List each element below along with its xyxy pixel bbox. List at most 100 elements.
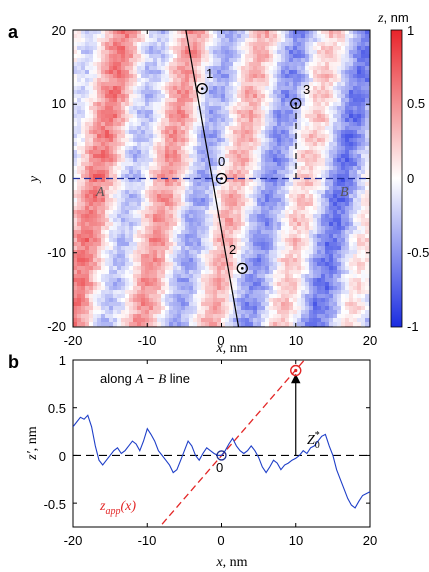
heatmap-cell bbox=[257, 218, 261, 222]
heatmap-cell bbox=[213, 198, 217, 202]
heatmap-cell bbox=[161, 102, 165, 106]
heatmap-cell bbox=[317, 70, 321, 74]
heatmap-cell bbox=[293, 286, 297, 290]
heatmap-cell bbox=[365, 258, 369, 262]
heatmap-cell bbox=[241, 102, 245, 106]
heatmap-cell bbox=[125, 62, 129, 66]
heatmap-cell bbox=[261, 130, 265, 134]
heatmap-cell bbox=[345, 234, 349, 238]
heatmap-cell bbox=[177, 126, 181, 130]
heatmap-cell bbox=[317, 198, 321, 202]
heatmap-cell bbox=[349, 238, 353, 242]
heatmap-cell bbox=[149, 186, 153, 190]
heatmap-cell bbox=[129, 122, 133, 126]
heatmap-cell bbox=[169, 122, 173, 126]
heatmap-cell bbox=[73, 286, 77, 290]
heatmap-cell bbox=[305, 242, 309, 246]
heatmap-cell bbox=[101, 106, 105, 110]
heatmap-cell bbox=[133, 194, 137, 198]
heatmap-cell bbox=[333, 42, 337, 46]
heatmap-cell bbox=[169, 222, 173, 226]
heatmap-cell bbox=[89, 62, 93, 66]
heatmap-cell bbox=[177, 210, 181, 214]
heatmap-cell bbox=[133, 42, 137, 46]
heatmap-cell bbox=[213, 46, 217, 50]
heatmap-cell bbox=[153, 166, 157, 170]
heatmap-cell bbox=[209, 114, 213, 118]
heatmap-cell bbox=[145, 206, 149, 210]
heatmap-cell bbox=[325, 266, 329, 270]
heatmap-cell bbox=[85, 162, 89, 166]
heatmap-cell bbox=[241, 246, 245, 250]
heatmap-cell bbox=[281, 262, 285, 266]
heatmap-cell bbox=[285, 138, 289, 142]
heatmap-cell bbox=[165, 190, 169, 194]
heatmap-cell bbox=[237, 82, 241, 86]
heatmap-cell bbox=[289, 118, 293, 122]
heatmap-cell bbox=[213, 142, 217, 146]
heatmap-cell bbox=[109, 110, 113, 114]
heatmap-cell bbox=[269, 50, 273, 54]
heatmap-cell bbox=[113, 110, 117, 114]
heatmap-cell bbox=[77, 242, 81, 246]
heatmap-cell bbox=[277, 130, 281, 134]
heatmap-cell bbox=[101, 142, 105, 146]
heatmap-cell bbox=[305, 126, 309, 130]
heatmap-cell bbox=[197, 194, 201, 198]
heatmap-cell bbox=[209, 146, 213, 150]
heatmap-cell bbox=[173, 122, 177, 126]
heatmap-cell bbox=[221, 294, 225, 298]
heatmap-cell bbox=[357, 166, 361, 170]
heatmap-cell bbox=[77, 46, 81, 50]
heatmap-cell bbox=[273, 226, 277, 230]
heatmap-cell bbox=[321, 70, 325, 74]
heatmap-cell bbox=[329, 290, 333, 294]
heatmap-cell bbox=[321, 270, 325, 274]
heatmap-cell bbox=[181, 154, 185, 158]
heatmap-cell bbox=[289, 230, 293, 234]
heatmap-cell bbox=[169, 94, 173, 98]
heatmap-cell bbox=[337, 286, 341, 290]
heatmap-cell bbox=[129, 262, 133, 266]
heatmap-cell bbox=[305, 74, 309, 78]
heatmap-cell bbox=[301, 210, 305, 214]
heatmap-cell bbox=[129, 206, 133, 210]
heatmap-cell bbox=[313, 250, 317, 254]
heatmap-cell bbox=[325, 178, 329, 182]
heatmap-cell bbox=[221, 262, 225, 266]
heatmap-cell bbox=[93, 286, 97, 290]
heatmap-cell bbox=[321, 138, 325, 142]
heatmap-cell bbox=[265, 258, 269, 262]
heatmap-cell bbox=[101, 242, 105, 246]
heatmap-cell bbox=[209, 110, 213, 114]
heatmap-cell bbox=[125, 234, 129, 238]
heatmap-cell bbox=[165, 214, 169, 218]
heatmap-cell bbox=[337, 90, 341, 94]
heatmap-cell bbox=[269, 242, 273, 246]
heatmap-cell bbox=[337, 222, 341, 226]
heatmap-cell bbox=[177, 286, 181, 290]
heatmap-cell bbox=[73, 270, 77, 274]
heatmap-cell bbox=[153, 170, 157, 174]
heatmap-cell bbox=[329, 62, 333, 66]
heatmap-cell bbox=[101, 166, 105, 170]
heatmap-cell bbox=[357, 194, 361, 198]
heatmap-cell bbox=[265, 158, 269, 162]
heatmap-cell bbox=[337, 130, 341, 134]
heatmap-cell bbox=[117, 166, 121, 170]
heatmap-cell bbox=[189, 278, 193, 282]
heatmap-cell bbox=[289, 286, 293, 290]
heatmap-cell bbox=[305, 118, 309, 122]
heatmap-cell bbox=[169, 42, 173, 46]
heatmap-cell bbox=[357, 182, 361, 186]
heatmap-cell bbox=[173, 262, 177, 266]
heatmap-cell bbox=[169, 286, 173, 290]
heatmap-cell bbox=[145, 138, 149, 142]
heatmap-cell bbox=[121, 146, 125, 150]
heatmap-cell bbox=[253, 294, 257, 298]
heatmap-cell bbox=[285, 242, 289, 246]
heatmap-cell bbox=[221, 34, 225, 38]
heatmap-cell bbox=[289, 134, 293, 138]
heatmap-cell bbox=[225, 134, 229, 138]
heatmap-cell bbox=[97, 138, 101, 142]
